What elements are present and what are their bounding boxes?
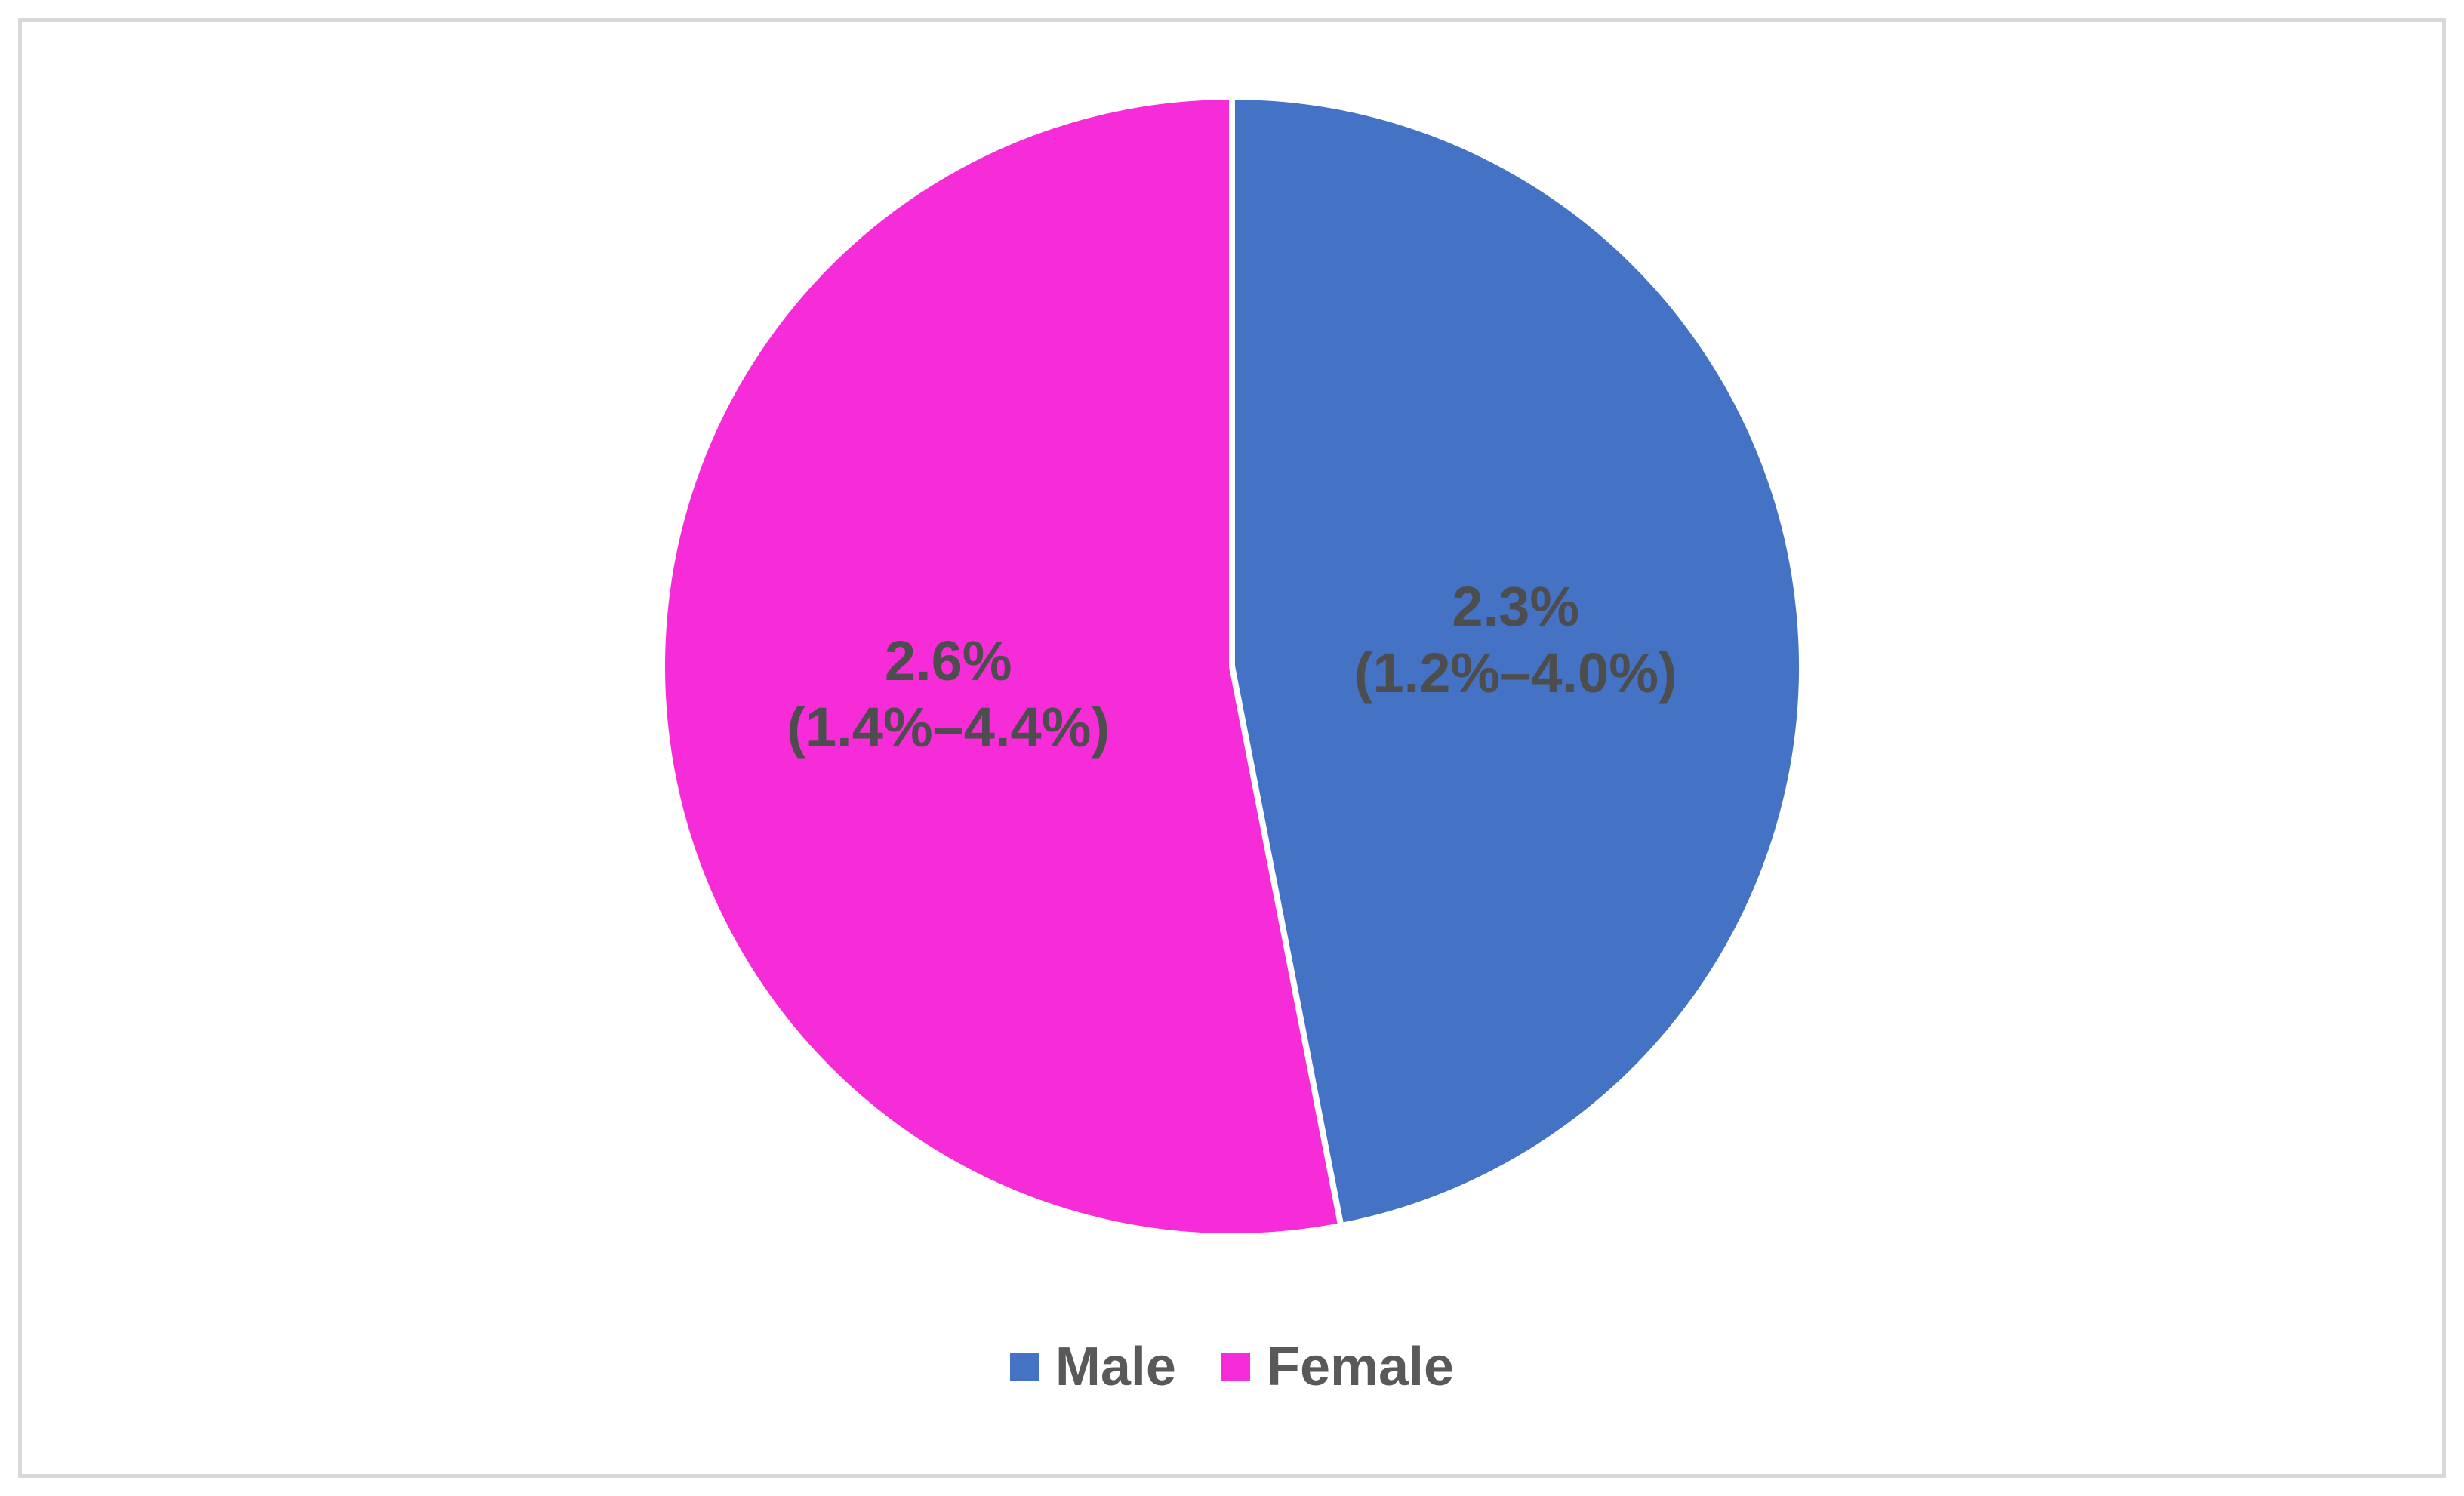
data-label-male-value: 2.3% [1452,575,1579,638]
legend: Male Female [0,1340,2464,1394]
legend-item-male[interactable]: Male [1009,1337,1176,1397]
legend-swatch-female [1221,1353,1250,1381]
legend-item-female[interactable]: Female [1221,1340,1454,1394]
pie-slice-female[interactable] [659,94,1344,1239]
data-label-female-value: 2.6% [885,629,1012,692]
data-label-female-range: (1.4%–4.4%) [787,696,1110,759]
legend-swatch-male [1009,1353,1039,1381]
pie-slices [659,94,1805,1239]
pie-slice-male[interactable] [1229,94,1805,1230]
pie-data-labels: 2.3%(1.2%–4.0%) 2.6%(1.4%–4.4%) [787,575,1677,759]
legend-label-male: Male [1055,1337,1176,1397]
data-label-male-range: (1.2%–4.0%) [1354,642,1677,704]
legend-label-female: Female [1266,1337,1455,1397]
